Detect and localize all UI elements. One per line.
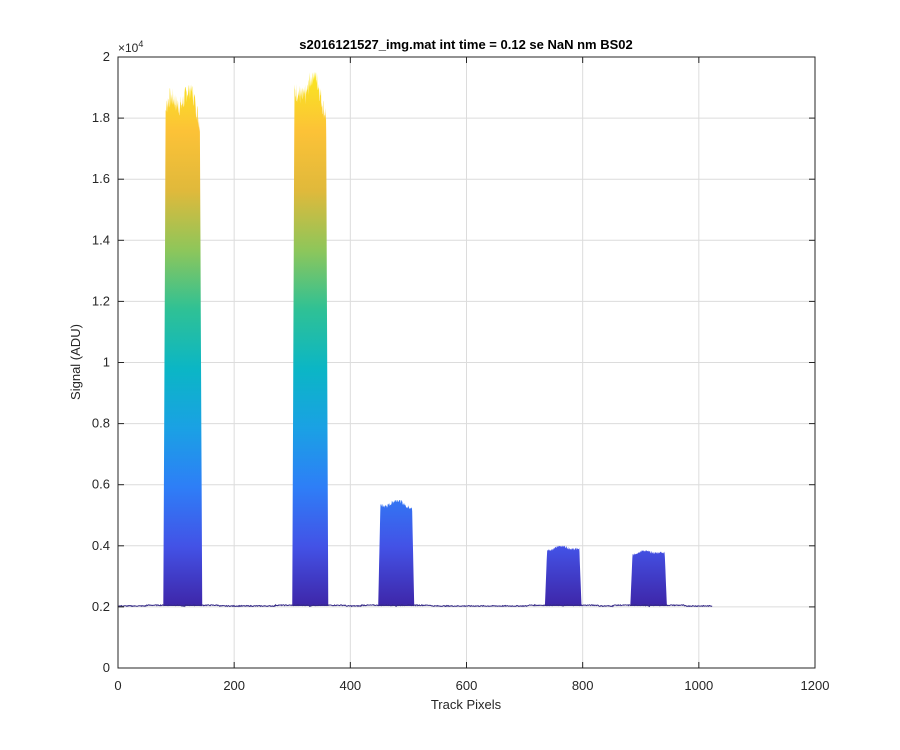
y-tick-label: 2 bbox=[103, 49, 110, 64]
signal-bands bbox=[118, 72, 713, 608]
x-tick-label: 1000 bbox=[684, 678, 713, 693]
x-tick-label: 600 bbox=[456, 678, 478, 693]
baseline-trace bbox=[118, 603, 713, 608]
signal-band-1 bbox=[162, 84, 203, 606]
y-tick-label: 1.4 bbox=[92, 232, 110, 247]
y-multiplier-exponent: 4 bbox=[138, 39, 143, 49]
x-axis-label: Track Pixels bbox=[431, 697, 502, 712]
y-axis-ticks: 0 0.2 0.4 0.6 0.8 1 1.2 1.4 1.6 1.8 2 bbox=[92, 49, 815, 675]
y-axis-label: Signal (ADU) bbox=[68, 324, 83, 400]
x-tick-label: 400 bbox=[339, 678, 361, 693]
y-tick-label: 1.2 bbox=[92, 293, 110, 308]
x-tick-label: 0 bbox=[114, 678, 121, 693]
signal-band-5 bbox=[629, 550, 668, 606]
y-tick-label: 0.2 bbox=[92, 599, 110, 614]
chart-title: s2016121527_img.mat int time = 0.12 se N… bbox=[299, 37, 633, 52]
y-multiplier-base: ×10 bbox=[118, 41, 139, 55]
signal-band-3 bbox=[377, 499, 415, 606]
signal-band-4 bbox=[544, 545, 583, 606]
x-tick-label: 200 bbox=[223, 678, 245, 693]
y-tick-label: 0 bbox=[103, 660, 110, 675]
signal-band-2 bbox=[291, 72, 329, 606]
x-tick-label: 1200 bbox=[801, 678, 830, 693]
grid bbox=[118, 57, 815, 668]
y-tick-label: 0.6 bbox=[92, 477, 110, 492]
y-tick-label: 1.6 bbox=[92, 171, 110, 186]
y-axis-multiplier: ×104 bbox=[118, 39, 143, 55]
y-tick-label: 0.8 bbox=[92, 416, 110, 431]
y-tick-label: 0.4 bbox=[92, 538, 110, 553]
y-tick-label: 1.8 bbox=[92, 110, 110, 125]
x-axis-ticks: 0 200 400 600 800 1000 1200 bbox=[114, 57, 829, 693]
y-tick-label: 1 bbox=[103, 355, 110, 370]
x-tick-label: 800 bbox=[572, 678, 594, 693]
